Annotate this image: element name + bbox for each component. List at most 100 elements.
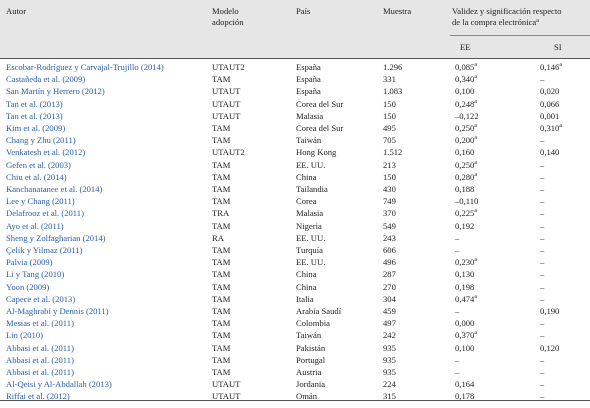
table-cell: TAM [212,281,231,292]
table-cell: TAM [212,220,231,231]
cell-value: 0,340 [455,74,475,85]
table-cell: TAM [212,159,231,170]
table-row: Al-Qeisi y Al-Abdallah (2013) UTAUT Jordan… [0,378,590,390]
table-cell: 0,164 [455,378,474,390]
author-link: Abbasi et al. (2011) [6,342,74,353]
table-cell: 749 [383,196,396,207]
table-cell: 549 [383,220,396,231]
table-cell: España [296,86,321,97]
cell-value: 0,230 [455,257,475,268]
table-cell: China [296,171,317,182]
table-cell: 495 [383,123,396,133]
cell-value: 0,310 [540,123,560,133]
footnote-mark: a [474,171,478,178]
table-cell: Italia [296,293,314,304]
table-cell: 0,160 [455,146,474,158]
author-link: Mesias et al. (2011) [6,318,74,329]
table-cell: – [540,390,544,402]
table-row: Palvia (2009) TAM EE. UU. 496 0,230a – [0,256,590,268]
footnote-mark: a [474,330,478,337]
cell-value: –0,110 [455,196,479,207]
rule [0,400,590,401]
table-row: Castañeda et al. (2009) TAM España 331 0,340… [0,73,590,85]
table-cell: 0,250a [455,122,477,134]
table-cell: – [540,232,544,244]
author-link: Abbasi et al. (2011) [6,354,74,365]
footnote-mark: a [536,18,539,24]
author-link: Venkatesh et al. (2012) [6,147,86,158]
table-cell: TAM [212,293,231,304]
header-cell: EE [460,42,471,52]
cell-value: – [540,220,545,231]
cell-value: – [540,391,545,402]
table-cell: – [540,366,544,378]
author-link: Sheng y Zolfagharian (2014) [6,232,106,243]
table-cell: 0,130 [455,268,474,280]
table-cell: 935 [383,367,396,377]
table-cell: UTAUT [212,86,241,97]
footnote-mark: a [474,98,478,105]
table-cell: – [540,220,544,232]
table-cell: Tailandia [296,184,328,194]
table-row: Abbasi et al. (2011) TAM Pakistán 935 0,100 0… [0,342,590,354]
table-cell: TAM [212,257,231,268]
author-link: Kanchanatanee et al. (2014) [6,184,103,194]
author-link: Tan et al. (2013) [6,98,63,109]
author-link: Ayo et al. (2011) [6,220,64,231]
table-cell: 0,250a [455,159,477,171]
table-cell: 1.083 [383,86,403,97]
cell-value: 0,160 [455,147,475,158]
table-cell: –0,122 [455,110,479,122]
table-cell: 315 [383,391,396,402]
cell-value: – [540,354,545,365]
table-cell: 0,146a [540,61,562,73]
table-cell: 287 [383,269,396,280]
cell-value: 0,192 [455,220,475,231]
table-cell: – [540,378,544,390]
table-cell: UTAUT [212,98,241,109]
footnote-mark: a [474,62,478,68]
table-cell: – [540,195,544,207]
table-cell: TAM [212,245,231,255]
table-cell: – [540,256,544,268]
cell-value: 0,225 [455,208,475,219]
cell-value: – [540,269,545,280]
header-cell: adopción [212,17,244,27]
table-cell: 150 [383,110,396,121]
table-cell: Taiwán [296,330,322,341]
table-cell: Omán [296,391,318,402]
table-cell: Jordania [296,379,326,390]
table-cell: 705 [383,135,396,146]
table-cell: – [455,305,459,317]
table-row: Venkatesh et al. (2012) UTAUT2 Hong Kong 1.… [0,146,590,158]
cell-value: 0,164 [455,379,475,390]
footnote-mark: a [474,159,478,166]
cell-value: 0,280 [455,171,475,182]
table-cell: Pakistán [296,342,326,353]
table-cell: 935 [383,354,396,365]
table-cell: 0,370a [455,329,477,341]
author-link: Castañeda et al. (2009) [6,74,86,85]
table-cell: – [540,159,544,171]
table-cell: 0,192 [455,220,474,232]
header-cell: SI [554,42,562,52]
cell-value: 0,474 [455,293,475,304]
table-cell: 459 [383,306,396,316]
table-cell: – [455,244,459,256]
table-cell: 430 [383,184,396,194]
footnote-mark: a [474,208,478,215]
table-cell: China [296,269,317,280]
table-cell: UTAUT [212,391,241,402]
table-cell: 0,100 [455,85,474,97]
table-cell: 0,085a [455,61,477,73]
cell-value: – [540,318,545,329]
table-row: Yoon (2009) TAM China 270 0,198 – [0,281,590,293]
table-cell: Malasia [296,208,324,219]
table-cell: 150 [383,98,396,109]
table-row: Çelik y Yilmaz (2011) TAM Turquía 606 – – [0,244,590,256]
table-cell: 0,001 [540,110,559,122]
table-row: Kim et al. (2009) TAM Corea del Sur 495 0,25… [0,122,590,134]
author-link: Kim et al. (2009) [6,123,66,133]
table-cell: – [540,329,544,341]
